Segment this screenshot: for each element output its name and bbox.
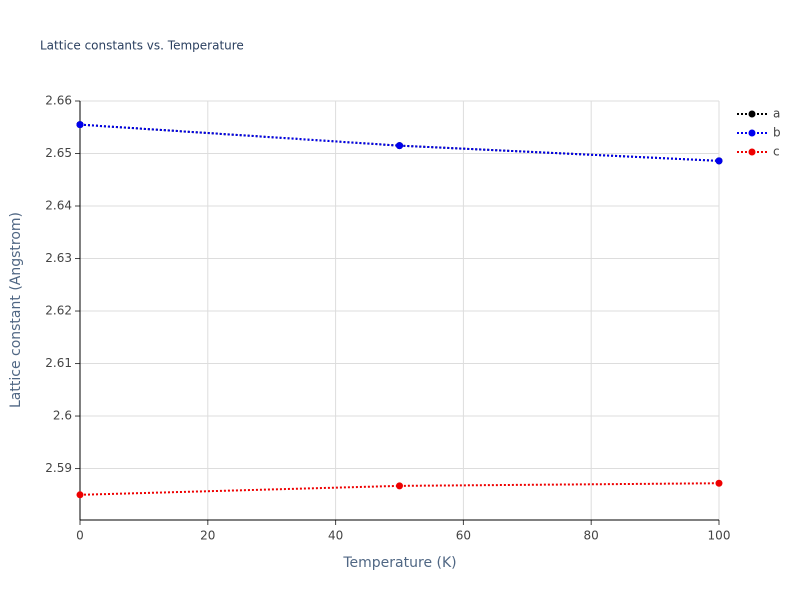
marker <box>396 482 403 490</box>
legend-marker[interactable] <box>748 148 756 156</box>
marker <box>715 479 723 487</box>
y-tick-label: 2.65 <box>45 146 72 160</box>
y-tick-label: 2.63 <box>45 251 72 265</box>
chart-title: Lattice constants vs. Temperature <box>40 39 244 53</box>
x-tick-label: 0 <box>76 529 84 543</box>
marker <box>715 157 723 165</box>
y-tick-label: 2.64 <box>45 199 72 213</box>
x-tick-label: 20 <box>200 529 215 543</box>
y-tick-label: 2.61 <box>45 356 72 370</box>
legend-label[interactable]: c <box>773 145 780 159</box>
x-tick-label: 100 <box>708 529 731 543</box>
y-axis-title: Lattice constant (Angstrom) <box>8 212 24 408</box>
legend-label[interactable]: a <box>773 107 780 121</box>
marker <box>396 142 403 150</box>
x-tick-label: 40 <box>328 529 343 543</box>
y-tick-label: 2.66 <box>45 94 72 108</box>
marker <box>76 121 84 129</box>
y-tick-label: 2.6 <box>53 409 72 423</box>
x-tick-label: 60 <box>456 529 471 543</box>
x-tick-label: 80 <box>584 529 599 543</box>
y-tick-label: 2.59 <box>45 461 72 475</box>
legend-label[interactable]: b <box>773 126 781 140</box>
x-axis-title: Temperature (K) <box>342 555 456 571</box>
marker <box>76 491 84 499</box>
legend-marker[interactable] <box>748 110 756 118</box>
line <box>79 482 720 496</box>
legend-marker[interactable] <box>748 129 756 137</box>
y-tick-label: 2.62 <box>45 304 72 318</box>
